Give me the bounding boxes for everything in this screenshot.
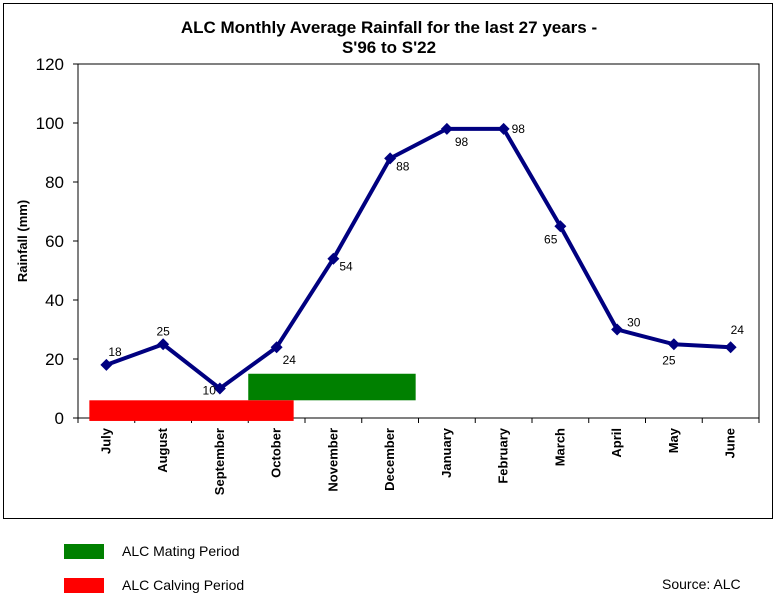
x-tick-label: April — [609, 428, 624, 458]
data-label: 98 — [512, 122, 526, 136]
source-note: Source: ALC — [662, 576, 741, 592]
legend-calving-swatch — [64, 577, 104, 593]
x-tick-label: May — [666, 427, 681, 453]
y-axis-label: Rainfall (mm) — [15, 200, 30, 282]
data-point-marker — [611, 323, 624, 336]
data-point-marker — [440, 122, 453, 135]
data-label: 30 — [627, 316, 641, 330]
chart-title-line: S'96 to S'22 — [342, 38, 436, 57]
x-tick-label: July — [98, 427, 113, 454]
data-label: 98 — [455, 135, 469, 149]
y-tick-label: 60 — [45, 232, 64, 251]
x-tick-label: December — [382, 428, 397, 491]
data-label: 25 — [156, 324, 170, 338]
data-point-marker — [213, 382, 226, 395]
y-tick-label: 40 — [45, 291, 64, 310]
y-tick-label: 0 — [55, 409, 64, 428]
period-bar — [89, 400, 294, 421]
data-label: 25 — [662, 353, 676, 367]
y-tick-label: 20 — [45, 350, 64, 369]
plot-area — [77, 63, 760, 419]
series-line — [105, 126, 731, 391]
data-label: 54 — [339, 260, 353, 274]
legend-mating: ALC Mating Period — [64, 543, 240, 559]
x-tick-label: August — [155, 427, 170, 472]
period-bar — [248, 373, 416, 401]
data-label: 65 — [544, 232, 558, 246]
x-tick-label: January — [439, 427, 454, 478]
x-tick-label: March — [552, 428, 567, 466]
x-tick-label: September — [212, 428, 227, 495]
x-tick-label: June — [723, 428, 738, 458]
x-tick-label: October — [269, 428, 284, 478]
data-point-marker — [100, 358, 113, 371]
y-tick-label: 80 — [45, 173, 64, 192]
data-point-marker — [497, 122, 510, 135]
x-tick-label: February — [496, 427, 511, 483]
data-label: 24 — [283, 353, 297, 367]
y-tick-label: 120 — [36, 55, 64, 74]
data-point-marker — [327, 252, 340, 265]
data-point-marker — [270, 341, 283, 354]
legend-calving-label: ALC Calving Period — [122, 577, 245, 593]
chart-frame — [3, 3, 773, 519]
data-point-marker — [724, 341, 737, 354]
x-tick-label: November — [325, 428, 340, 492]
data-point-marker — [384, 152, 397, 165]
data-point-marker — [157, 338, 170, 351]
chart-title-line: ALC Monthly Average Rainfall for the las… — [181, 18, 597, 37]
data-label: 18 — [108, 345, 122, 359]
data-point-marker — [667, 338, 680, 351]
data-point-marker — [554, 220, 567, 233]
y-tick-label: 100 — [36, 114, 64, 133]
legend-mating-swatch — [64, 543, 104, 559]
data-label: 10 — [203, 384, 217, 398]
data-label: 24 — [731, 323, 745, 337]
legend-mating-label: ALC Mating Period — [122, 543, 240, 559]
legend-calving: ALC Calving Period — [64, 577, 244, 593]
data-label: 88 — [396, 159, 410, 173]
